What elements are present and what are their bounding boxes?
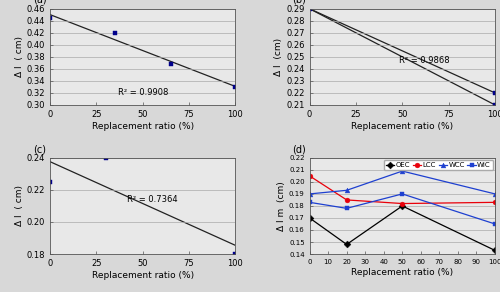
Y-axis label: Δ l  (cm): Δ l (cm) — [274, 38, 283, 76]
X-axis label: Replacement ratio (%): Replacement ratio (%) — [351, 268, 454, 277]
WCC — [344, 189, 349, 192]
Text: (c): (c) — [34, 144, 46, 154]
WIC — [492, 222, 498, 226]
Line: OEC: OEC — [307, 204, 498, 253]
Text: (d): (d) — [292, 144, 306, 154]
Text: (a): (a) — [32, 0, 46, 5]
Text: R² = 0.9908: R² = 0.9908 — [118, 88, 168, 97]
Line: WCC: WCC — [307, 169, 498, 196]
Line: LCC: LCC — [307, 173, 498, 206]
X-axis label: Replacement ratio (%): Replacement ratio (%) — [92, 121, 194, 131]
OEC — [492, 249, 498, 252]
WIC — [306, 201, 312, 204]
Text: R² = 0.7364: R² = 0.7364 — [126, 195, 178, 204]
Y-axis label: Δ l  ( cm): Δ l ( cm) — [15, 185, 24, 226]
WIC — [344, 207, 349, 210]
LCC — [492, 201, 498, 204]
Text: (b): (b) — [292, 0, 306, 5]
WIC — [400, 192, 406, 196]
LCC — [400, 202, 406, 205]
Y-axis label: Δ l m  (cm): Δ l m (cm) — [277, 181, 286, 231]
OEC — [400, 204, 406, 208]
X-axis label: Replacement ratio (%): Replacement ratio (%) — [351, 121, 454, 131]
LCC — [344, 198, 349, 202]
Y-axis label: Δ l  ( cm): Δ l ( cm) — [14, 36, 24, 77]
Text: R² = 0.9868: R² = 0.9868 — [399, 55, 450, 65]
Line: WIC: WIC — [307, 192, 498, 226]
OEC — [306, 216, 312, 220]
LCC — [306, 174, 312, 178]
Legend: OEC, LCC, WCC, WIC: OEC, LCC, WCC, WIC — [384, 160, 493, 170]
WCC — [492, 192, 498, 196]
WCC — [400, 169, 406, 173]
OEC — [344, 243, 349, 246]
X-axis label: Replacement ratio (%): Replacement ratio (%) — [92, 271, 194, 280]
WCC — [306, 192, 312, 196]
